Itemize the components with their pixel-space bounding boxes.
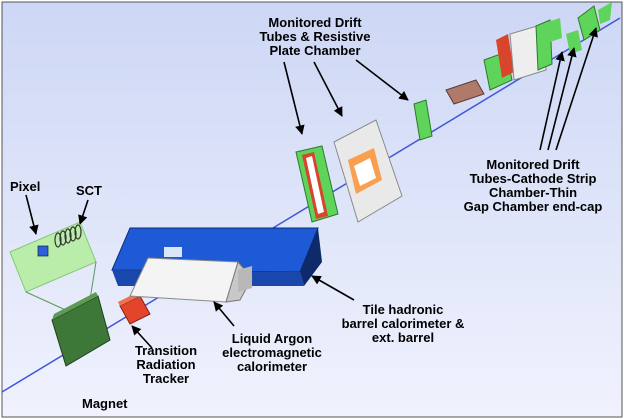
label-pixel: Pixel (10, 179, 41, 194)
muon-barrel-chambers (295, 119, 403, 223)
label-mdt-csc-line4: Gap Chamber end-cap (463, 199, 603, 214)
pixel-detector-icon (37, 245, 49, 257)
label-mdt-csc-line2: Tubes-Cathode Strip (469, 171, 597, 186)
pixel-sct-inset (9, 221, 97, 313)
label-lar-line2: electromagnetic (222, 345, 322, 360)
label-trt-line3: Tracker (142, 371, 190, 386)
label-lar-line1: Liquid Argon (231, 331, 313, 346)
label-tile-line1: Tile hadronic (362, 302, 444, 317)
lar-calorimeter (129, 257, 253, 303)
label-trt-line1: Transition (134, 343, 198, 358)
label-mdt-csc: Monitored Drift Tubes-Cathode Strip Cham… (448, 158, 618, 214)
label-magnet: Magnet (82, 396, 128, 411)
label-mdt-rpc: Monitored Drift Tubes & Resistive Plate … (234, 16, 396, 58)
label-tile-line3: ext. barrel (371, 330, 435, 345)
leader-arrows (25, 27, 598, 349)
label-trt-line2: Radiation (136, 357, 196, 372)
label-lar: Liquid Argon electromagnetic calorimeter (212, 332, 332, 374)
label-trt: Transition Radiation Tracker (126, 344, 206, 386)
label-tile-line2: barrel calorimeter & (341, 316, 465, 331)
magnet-block (51, 292, 111, 367)
label-tile: Tile hadronic barrel calorimeter & ext. … (328, 303, 478, 345)
label-lar-line3: calorimeter (236, 359, 308, 374)
label-mdt-rpc-line1: Monitored Drift (268, 15, 362, 30)
sct-coil-icon (54, 224, 82, 248)
label-sct: SCT (76, 183, 102, 198)
muon-endcap-chambers (445, 2, 612, 105)
muon-small-chamber (413, 99, 433, 141)
label-mdt-csc-line1: Monitored Drift (486, 157, 580, 172)
label-mdt-rpc-line3: Plate Chamber (269, 43, 361, 58)
label-mdt-csc-line3: Chamber-Thin (488, 185, 578, 200)
label-mdt-rpc-line2: Tubes & Resistive (259, 29, 371, 44)
